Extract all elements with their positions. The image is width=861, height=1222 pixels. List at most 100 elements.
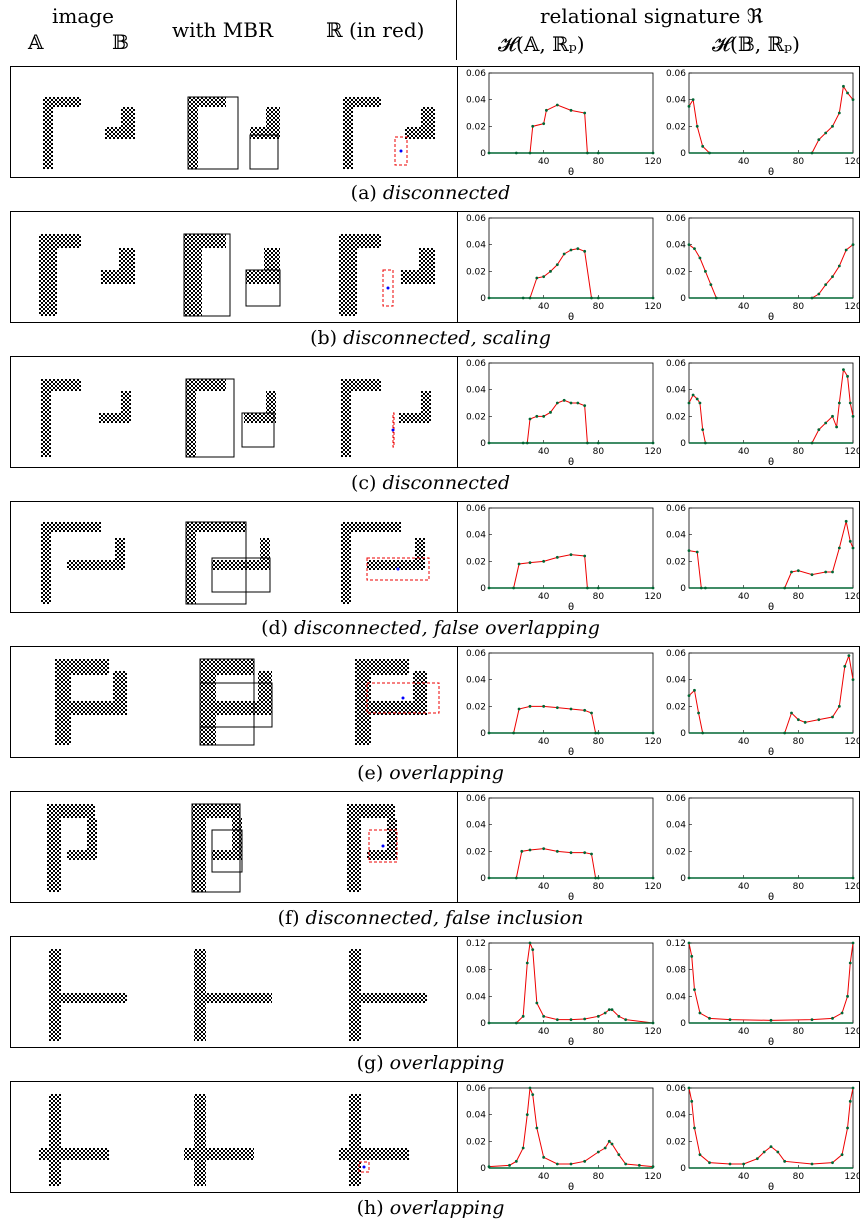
centroid-dot <box>381 844 385 848</box>
y-tick-label: 0 <box>680 1164 686 1174</box>
y-tick-label: 0.04 <box>666 992 686 1002</box>
header-hB: 𝓗(𝔹, ℝₚ) <box>712 32 800 56</box>
chart-frame <box>488 507 654 589</box>
data-point <box>610 1008 614 1012</box>
data-point <box>687 549 691 553</box>
chart-frame <box>688 72 854 154</box>
y-tick-label: 0.08 <box>466 966 486 976</box>
shape-B <box>67 560 123 570</box>
data-point <box>569 401 573 405</box>
shape-B <box>419 248 435 284</box>
x-axis-label: θ <box>568 1182 574 1192</box>
x-tick-label: 120 <box>644 157 661 167</box>
data-point <box>824 283 828 287</box>
chart-frame <box>488 217 654 299</box>
data-point <box>709 283 713 287</box>
shape-A <box>49 1094 61 1186</box>
red-region <box>394 136 408 166</box>
figure-row-a: 0 0.02 0.04 0.06 40 80 120 θ 0 0.02 0.04 0.06 40 80 12… <box>10 66 860 178</box>
series-line <box>688 368 854 444</box>
centroid-dot <box>399 149 403 153</box>
mbr-B <box>211 829 243 873</box>
x-axis-label: θ <box>768 892 774 902</box>
y-tick-label: 0.06 <box>466 649 486 659</box>
data-point <box>695 550 699 554</box>
x-tick-label: 40 <box>738 1027 750 1037</box>
shape-B <box>119 248 135 284</box>
shape-A <box>186 522 246 532</box>
y-tick-label: 0.04 <box>466 96 486 106</box>
y-tick-label: 0.04 <box>466 531 486 541</box>
data-point <box>531 1093 535 1097</box>
data-point <box>817 428 821 432</box>
x-tick-label: 40 <box>738 447 750 457</box>
y-tick-label: 0.04 <box>466 992 486 1002</box>
row-divider <box>457 502 458 612</box>
y-tick-label: 0.02 <box>466 122 486 132</box>
data-point <box>698 1153 702 1157</box>
mbr-A <box>185 378 235 458</box>
x-tick-label: 120 <box>844 882 859 892</box>
caption-label: (d) <box>261 617 295 639</box>
shape-A <box>341 379 351 457</box>
y-tick-label: 0.08 <box>666 966 686 976</box>
data-point <box>728 1018 732 1022</box>
data-point <box>607 1008 611 1012</box>
data-point <box>851 678 855 682</box>
data-point <box>583 708 587 712</box>
x-tick-label: 40 <box>738 302 750 312</box>
data-point <box>810 573 814 577</box>
row-divider <box>457 357 458 467</box>
data-point <box>542 275 546 279</box>
x-tick-label: 80 <box>793 737 805 747</box>
data-point <box>842 84 845 88</box>
shape-B <box>49 993 127 1003</box>
x-tick-label: 40 <box>538 1172 550 1182</box>
x-axis-label: θ <box>568 602 574 612</box>
x-tick-label: 120 <box>844 592 859 602</box>
x-axis-label: θ <box>768 602 774 612</box>
y-tick-label: 0.02 <box>466 847 486 857</box>
row-caption: (c) disconnected <box>0 472 861 494</box>
y-tick-label: 0.04 <box>466 676 486 686</box>
data-point <box>687 243 691 247</box>
y-tick-label: 0.06 <box>466 214 486 224</box>
y-tick-label: 0.02 <box>666 122 686 132</box>
data-point <box>517 707 521 711</box>
data-point <box>790 711 793 715</box>
series-line <box>489 248 653 299</box>
shape-B <box>399 413 431 423</box>
shape-B <box>355 701 425 715</box>
header-A: 𝔸 <box>28 30 44 54</box>
red-region <box>358 1161 370 1173</box>
data-point <box>837 546 841 550</box>
data-point <box>607 1139 611 1143</box>
y-tick-label: 0.06 <box>666 214 686 224</box>
shape-B <box>121 107 135 139</box>
mbr-B <box>199 682 273 728</box>
data-point <box>535 414 539 418</box>
data-point <box>528 561 532 565</box>
caption-text: disconnected, false overlapping <box>294 617 600 639</box>
data-point <box>555 263 559 267</box>
data-point <box>851 546 855 550</box>
data-point <box>590 711 593 715</box>
data-point <box>840 1153 844 1157</box>
data-point <box>837 401 841 405</box>
x-tick-label: 80 <box>793 592 805 602</box>
y-tick-label: 0.06 <box>466 794 486 804</box>
y-tick-label: 0.02 <box>666 557 686 567</box>
shape-B <box>349 993 427 1003</box>
data-point <box>549 410 552 414</box>
figure-row-d: 0 0.02 0.04 0.06 40 80 120 θ 0 0.02 0.04 0.06 40 80 12… <box>10 501 860 613</box>
caption-label: (b) <box>310 327 344 349</box>
caption-text: overlapping <box>389 1052 505 1074</box>
y-tick-label: 0.06 <box>466 69 486 79</box>
y-tick-label: 0.04 <box>666 241 686 251</box>
data-point <box>851 243 855 247</box>
data-point <box>762 1150 766 1154</box>
row-caption: (e) overlapping <box>0 762 861 784</box>
data-point <box>569 248 573 252</box>
data-point <box>542 122 546 126</box>
row-graphics: 0 0.02 0.04 0.06 40 80 120 θ 0 0.02 0.04 0.06 40 80 12… <box>41 504 859 612</box>
